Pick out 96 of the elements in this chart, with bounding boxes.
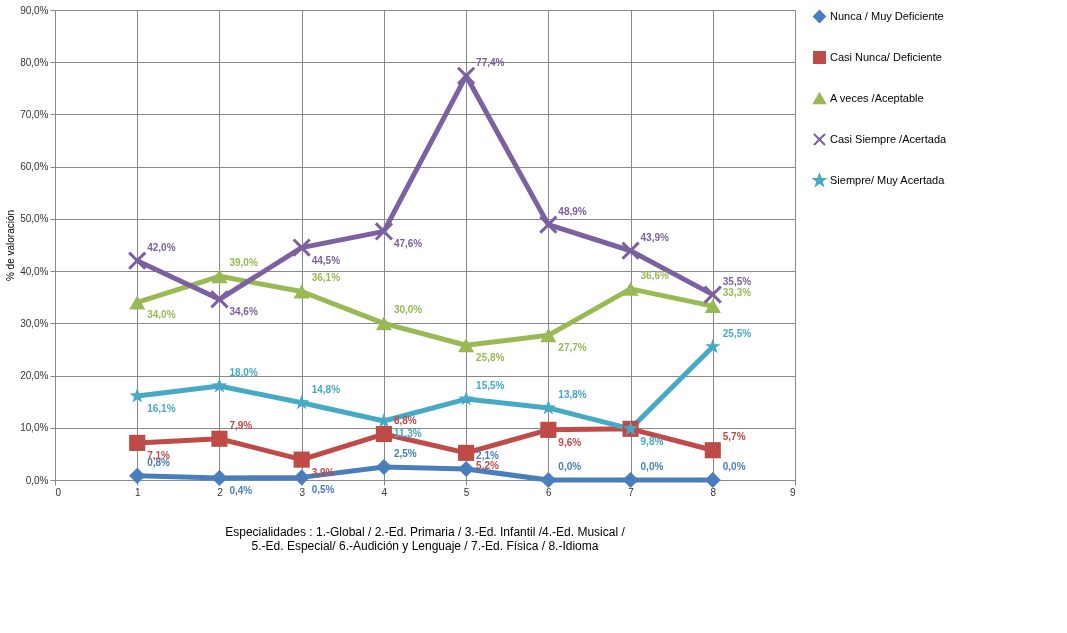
point xyxy=(292,238,312,258)
text: 5.-Ed. Especial/ 6.-Audición y Lenguaje / 7.-Ed. Física / 8.-Idioma xyxy=(251,539,599,553)
x-tick-label: 1 xyxy=(134,486,141,498)
data-label: 34,6% xyxy=(229,306,258,318)
point xyxy=(129,434,146,451)
point xyxy=(456,66,476,86)
data-label: 5,7% xyxy=(722,431,746,443)
point xyxy=(211,469,228,486)
data-label: 34,0% xyxy=(147,309,176,321)
point xyxy=(129,295,146,310)
y-tick-label: 60,0% xyxy=(20,161,49,173)
point xyxy=(374,221,394,241)
data-label: 42,0% xyxy=(147,241,176,253)
data-label: 47,6% xyxy=(393,238,423,250)
y-tick-label: 70,0% xyxy=(20,108,49,120)
legend-label: Casi Siempre /Acertada xyxy=(830,132,948,145)
data-label: 33,3% xyxy=(722,287,752,299)
data-label: 15,5% xyxy=(476,380,505,392)
legend-label: Casi Nunca/ Deficiente xyxy=(830,50,942,63)
point xyxy=(375,316,392,331)
data-label: 0,0% xyxy=(558,461,582,472)
legend-label: Nunca / Muy Deficiente xyxy=(830,9,944,22)
data-label: 48,9% xyxy=(558,205,587,217)
point xyxy=(704,299,721,314)
data-label: 25,8% xyxy=(476,352,505,364)
x-tick-label: 2 xyxy=(217,486,224,498)
point xyxy=(538,215,558,235)
data-label: 7,9% xyxy=(229,419,253,431)
x-tick-label: 7 xyxy=(628,486,635,498)
data-label: 43,9% xyxy=(640,231,670,243)
point xyxy=(375,425,392,443)
x-tick-label: 0 xyxy=(55,486,62,498)
data-label: 25,5% xyxy=(722,327,752,339)
data-label: 16,1% xyxy=(147,402,176,414)
data-label: 13,8% xyxy=(558,388,587,400)
y-tick-label: 30,0% xyxy=(20,317,49,329)
point xyxy=(458,444,475,461)
point xyxy=(458,460,475,478)
x-tick-label: 8 xyxy=(710,486,717,498)
text: Especialidades : 1.-Global / 2.-Ed. Primaria / 3.-Ed. Infantil /4.-Ed. Musical / xyxy=(225,525,626,539)
point xyxy=(704,442,721,459)
data-label: 39,0% xyxy=(229,257,258,269)
data-label: 30,0% xyxy=(393,304,423,316)
data-label: 8,8% xyxy=(393,415,417,427)
point xyxy=(540,471,557,489)
legend-label: A veces /Aceptable xyxy=(830,91,924,104)
point xyxy=(211,430,228,447)
x-tick-label: 9 xyxy=(789,486,796,498)
point xyxy=(458,338,475,353)
point xyxy=(293,284,310,299)
data-label: 14,8% xyxy=(311,383,341,395)
data-label: 2,1% xyxy=(476,450,500,462)
y-tick-label: 80,0% xyxy=(20,56,49,68)
point xyxy=(703,285,723,305)
legend-label: Siempre/ Muy Acertada xyxy=(830,173,946,186)
point xyxy=(129,467,146,484)
point xyxy=(622,471,639,489)
point xyxy=(293,451,310,468)
point xyxy=(540,421,557,438)
data-label: 2,5% xyxy=(393,447,417,459)
data-label: 36,1% xyxy=(311,272,341,284)
x-tick-label: 4 xyxy=(381,486,388,498)
point xyxy=(540,328,557,343)
y-tick-label: 50,0% xyxy=(20,213,49,225)
data-label: 9,8% xyxy=(640,435,664,447)
data-label: 0,5% xyxy=(311,484,335,496)
data-label: 0,0% xyxy=(640,461,664,472)
point xyxy=(458,390,474,406)
y-axis-title: % de valoración xyxy=(5,209,17,282)
y-tick-label: 40,0% xyxy=(20,265,49,277)
data-label: 36,6% xyxy=(640,269,670,281)
point xyxy=(209,289,230,309)
point xyxy=(211,377,228,393)
data-label: 11,3% xyxy=(393,427,422,439)
data-label: 35,5% xyxy=(722,275,752,287)
point xyxy=(211,269,228,284)
y-tick-label: 90,0% xyxy=(20,4,49,16)
point xyxy=(705,338,721,354)
data-label: 44,5% xyxy=(311,254,341,266)
point xyxy=(127,251,147,271)
data-label: 0,0% xyxy=(722,461,746,472)
x-tick-label: 3 xyxy=(299,486,306,498)
data-label: 27,7% xyxy=(558,342,587,354)
point xyxy=(293,469,310,486)
y-tick-label: 0,0% xyxy=(25,474,49,486)
x-tick-label: 6 xyxy=(546,486,553,498)
point xyxy=(622,281,639,296)
point xyxy=(620,241,641,261)
y-tick-label: 10,0% xyxy=(20,422,49,434)
y-tick-label: 20,0% xyxy=(20,370,49,382)
x-tick-label: 5 xyxy=(463,486,470,498)
data-label: 9,6% xyxy=(558,436,582,448)
point xyxy=(375,458,392,476)
data-label: 5,2% xyxy=(476,459,500,471)
data-label: 0,4% xyxy=(229,484,253,496)
data-label: 18,0% xyxy=(229,367,258,378)
